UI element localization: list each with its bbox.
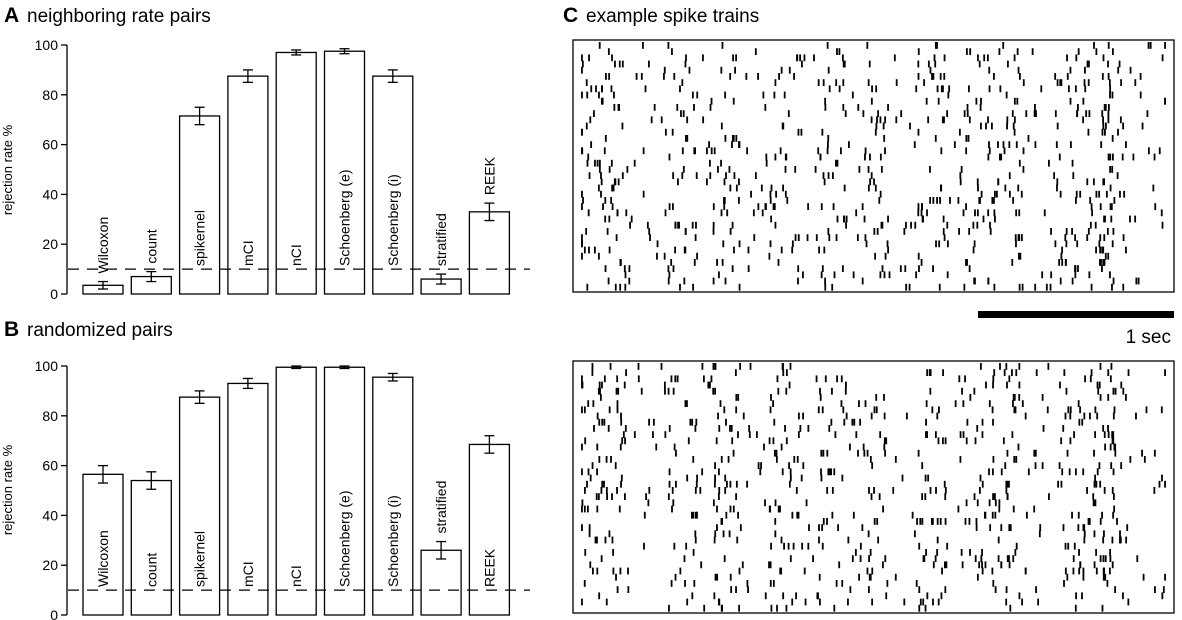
bar bbox=[372, 376, 414, 616]
bar bbox=[178, 396, 221, 616]
bar bbox=[468, 211, 511, 295]
bar-label: REEK bbox=[481, 156, 497, 195]
panel-a-ylabel: rejection rate % bbox=[0, 124, 15, 215]
y-tick-label: 0 bbox=[50, 607, 58, 620]
panel-c-title: example spike trains bbox=[586, 6, 759, 27]
bar bbox=[178, 115, 221, 295]
bar bbox=[275, 51, 317, 295]
y-tick-label: 100 bbox=[35, 37, 59, 53]
panel-b-letter: B bbox=[4, 318, 19, 341]
bar-label: spikernel bbox=[192, 531, 208, 587]
raster-bottom bbox=[572, 360, 1175, 614]
scale-bar bbox=[978, 311, 1174, 318]
bar-label: spikernel bbox=[192, 210, 208, 266]
bar-label: stratified bbox=[433, 481, 449, 534]
bar-label: nCI bbox=[288, 565, 304, 587]
panel-a-title: neighboring rate pairs bbox=[27, 6, 211, 27]
scale-bar-label: 1 sec bbox=[1126, 327, 1171, 348]
y-tick-label: 80 bbox=[42, 87, 58, 103]
raster-frame bbox=[572, 39, 1175, 293]
panel-a-plot: 0 20 40 60 80 100 Wilcoxon count spikernel mCI nCI… bbox=[35, 37, 530, 302]
bar bbox=[468, 443, 511, 616]
bar bbox=[420, 549, 462, 616]
bar-label: Wilcoxon bbox=[95, 217, 111, 274]
y-tick-label: 80 bbox=[42, 408, 58, 424]
bar-label: Schoenberg (i) bbox=[385, 495, 401, 587]
bar-label: count bbox=[143, 553, 159, 587]
panel-c: C example spike trains 1 sec bbox=[563, 4, 1175, 614]
panel-b-plot: 0 20 40 60 80 100 Wilcoxon count spikernel mCI nCI… bbox=[35, 358, 530, 620]
bar-label: Schoenberg (e) bbox=[337, 169, 353, 266]
y-tick-label: 60 bbox=[42, 458, 58, 474]
y-tick-label: 20 bbox=[42, 557, 58, 573]
y-tick-label: 60 bbox=[42, 137, 58, 153]
bar bbox=[227, 382, 269, 616]
bar bbox=[275, 366, 317, 616]
panel-b-ylabel: rejection rate % bbox=[0, 444, 15, 535]
bar-label: mCI bbox=[240, 561, 256, 587]
bar-label: Wilcoxon bbox=[95, 530, 111, 587]
raster-top bbox=[572, 39, 1175, 293]
bar-label: Schoenberg (i) bbox=[385, 174, 401, 266]
bar bbox=[323, 50, 366, 295]
bar-label: Schoenberg (e) bbox=[337, 490, 353, 587]
panel-a-letter: A bbox=[4, 4, 19, 27]
bar bbox=[372, 75, 414, 295]
panel-b: B randomized pairs rejection rate % 0 20 4… bbox=[0, 318, 530, 620]
bar-label: nCI bbox=[288, 244, 304, 266]
y-tick-label: 40 bbox=[42, 186, 58, 202]
bar bbox=[130, 479, 172, 616]
bar-label: REEK bbox=[481, 548, 497, 587]
y-tick-label: 100 bbox=[35, 358, 59, 374]
bar bbox=[82, 473, 124, 616]
y-tick-label: 0 bbox=[50, 286, 58, 302]
y-tick-label: 20 bbox=[42, 236, 58, 252]
panel-b-title: randomized pairs bbox=[27, 320, 173, 341]
panel-c-letter: C bbox=[563, 4, 578, 27]
bar-label: count bbox=[143, 229, 159, 263]
bar-label: stratified bbox=[433, 213, 449, 266]
panel-a: A neighboring rate pairs rejection rate … bbox=[0, 4, 530, 302]
bar-label: mCI bbox=[240, 240, 256, 266]
y-tick-label: 40 bbox=[42, 507, 58, 523]
